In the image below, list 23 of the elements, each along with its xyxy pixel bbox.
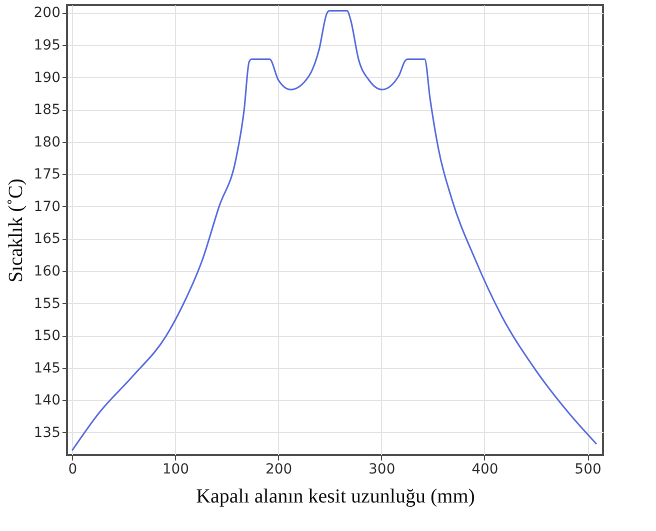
y-tick-label: 165 xyxy=(34,231,60,248)
y-tick-label: 180 xyxy=(34,134,60,150)
y-tick-label: 175 xyxy=(34,166,60,183)
y-tick-label: 160 xyxy=(34,263,60,280)
y-tick-label: 170 xyxy=(34,198,60,215)
y-tick-label: 135 xyxy=(34,424,60,441)
y-axis-title: Sıcaklık (˚C) xyxy=(4,178,27,282)
line-series xyxy=(71,10,598,452)
x-tick-label: 200 xyxy=(265,462,292,478)
x-tick-label: 100 xyxy=(162,462,190,478)
x-axis-title: Kapalı alanın kesit uzunluğu (mm) xyxy=(196,486,475,508)
y-tick-label: 190 xyxy=(34,70,60,86)
y-tick-label: 200 xyxy=(34,5,60,22)
y-tick-label: 185 xyxy=(34,102,60,118)
y-tick-label: 195 xyxy=(34,38,60,54)
y-tick-label: 140 xyxy=(34,392,60,409)
y-tick-label: 155 xyxy=(34,296,60,312)
x-tick-label: 300 xyxy=(368,462,396,478)
x-tick-label: 400 xyxy=(472,462,498,478)
y-tick-label: 145 xyxy=(34,360,60,376)
x-tick-label: 500 xyxy=(574,462,602,478)
y-tick-label: 150 xyxy=(34,328,60,344)
x-tick-label: 0 xyxy=(68,462,78,478)
